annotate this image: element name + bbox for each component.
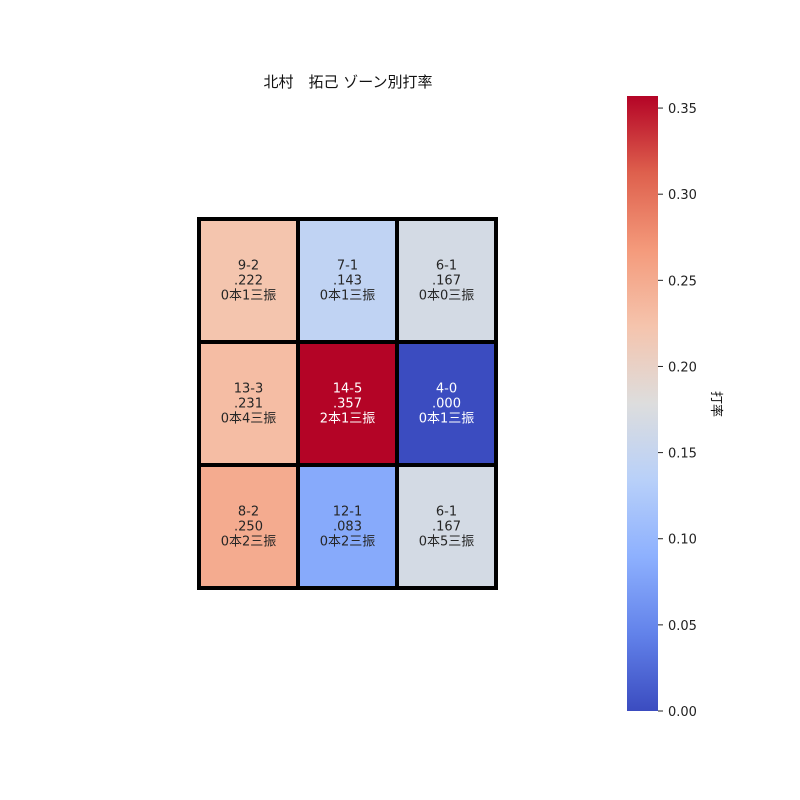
cell-detail-label: 0本5三振 <box>419 535 475 550</box>
colorbar-tick-label: 0.30 <box>668 188 697 203</box>
colorbar-tick-label: 0.05 <box>668 619 697 634</box>
cell-average-label: .250 <box>234 520 263 535</box>
cell-record-label: 4-0 <box>436 382 457 397</box>
cell-detail-label: 0本1三振 <box>320 289 376 304</box>
cell-detail-label: 2本1三振 <box>320 412 376 427</box>
cell-average-label: .222 <box>234 274 263 289</box>
cell-average-label: .167 <box>432 274 461 289</box>
colorbar-ticks: 0.00 0.05 0.10 0.15 0.20 0.25 0.30 0.35 <box>658 102 697 720</box>
colorbar: 0.00 0.05 0.10 0.15 0.20 0.25 0.30 0.35 打率 <box>627 96 724 720</box>
cell-detail-label: 0本2三振 <box>221 535 277 550</box>
cell-average-label: .357 <box>333 397 362 412</box>
cell-record-label: 13-3 <box>234 382 264 397</box>
chart-title: 北村 拓己 ゾーン別打率 <box>263 73 432 91</box>
heatmap-cells: 9-2.2220本1三振7-1.1430本1三振6-1.1670本0三振13-3… <box>197 217 498 590</box>
cell-detail-label: 0本4三振 <box>221 412 277 427</box>
colorbar-tick-label: 0.00 <box>668 705 697 720</box>
colorbar-tick-label: 0.25 <box>668 274 697 289</box>
colorbar-gradient <box>627 96 658 711</box>
colorbar-tick-label: 0.15 <box>668 447 697 462</box>
colorbar-tick-label: 0.35 <box>668 102 697 117</box>
cell-detail-label: 0本1三振 <box>419 412 475 427</box>
cell-average-label: .083 <box>333 520 362 535</box>
heatmap-cell <box>197 217 300 344</box>
colorbar-tick-label: 0.20 <box>668 360 697 375</box>
cell-average-label: .231 <box>234 397 263 412</box>
cell-record-label: 6-1 <box>436 259 457 274</box>
cell-average-label: .143 <box>333 274 362 289</box>
cell-detail-label: 0本0三振 <box>419 289 475 304</box>
cell-average-label: .000 <box>432 397 461 412</box>
cell-record-label: 12-1 <box>333 505 363 520</box>
cell-record-label: 7-1 <box>337 259 358 274</box>
cell-detail-label: 0本1三振 <box>221 289 277 304</box>
cell-record-label: 9-2 <box>238 259 259 274</box>
heatmap-cell <box>395 340 498 467</box>
heatmap-cell <box>197 463 300 590</box>
cell-detail-label: 0本2三振 <box>320 535 376 550</box>
colorbar-tick-label: 0.10 <box>668 533 697 548</box>
heatmap-cell <box>296 463 399 590</box>
cell-record-label: 14-5 <box>333 382 363 397</box>
cell-average-label: .167 <box>432 520 461 535</box>
cell-record-label: 8-2 <box>238 505 259 520</box>
colorbar-label: 打率 <box>708 391 724 417</box>
heatmap-cell <box>395 463 498 590</box>
cell-record-label: 6-1 <box>436 505 457 520</box>
